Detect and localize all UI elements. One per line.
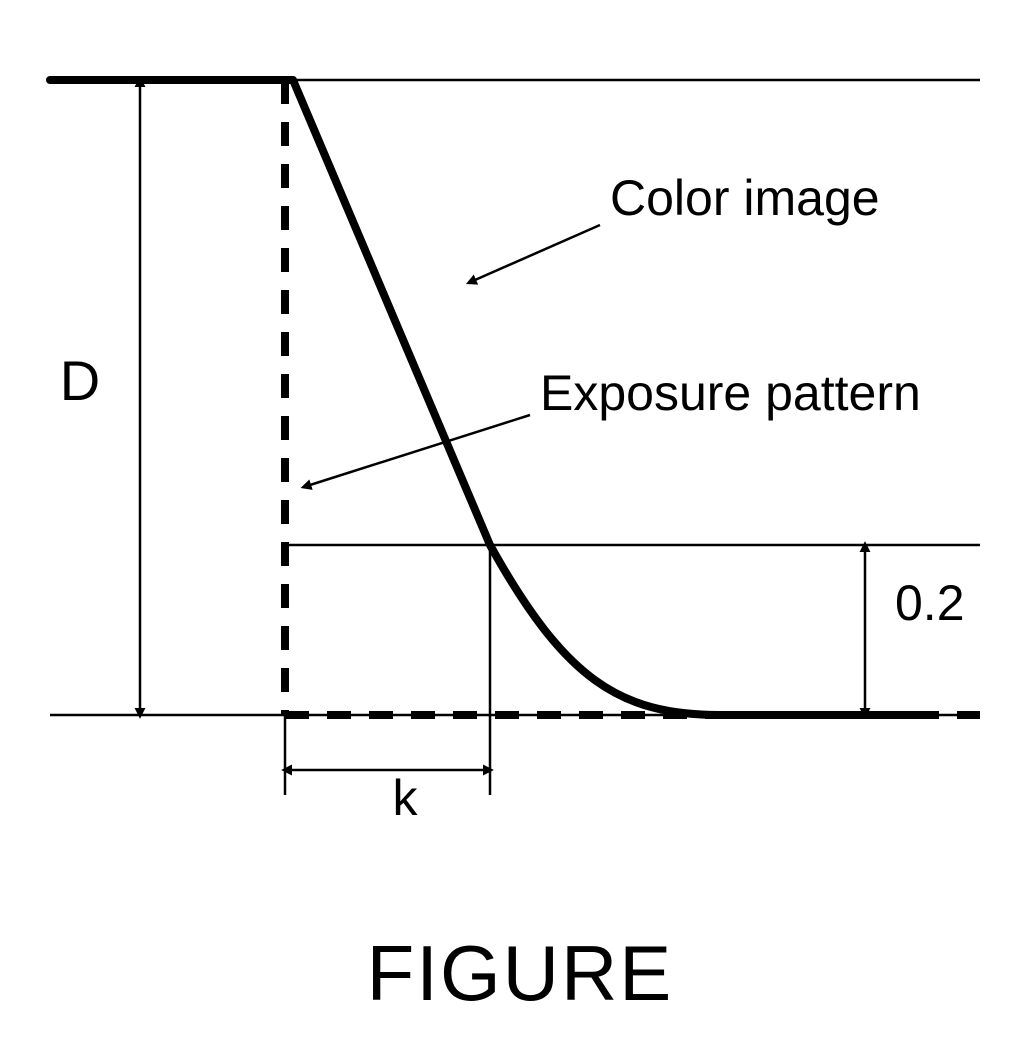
label-exposure-pattern: Exposure pattern [540,365,921,421]
leader-exposure-pattern [310,415,530,485]
label-color-image: Color image [610,170,880,226]
figure-title: FIGURE [367,929,674,1017]
figure-svg: Color image Exposure pattern Dk 0.2 FIGURE [0,0,1032,1040]
label-k: k [393,770,419,826]
label-0p2: 0.2 [895,575,965,631]
label-D: D [60,349,100,412]
leader-color-image [475,225,600,280]
